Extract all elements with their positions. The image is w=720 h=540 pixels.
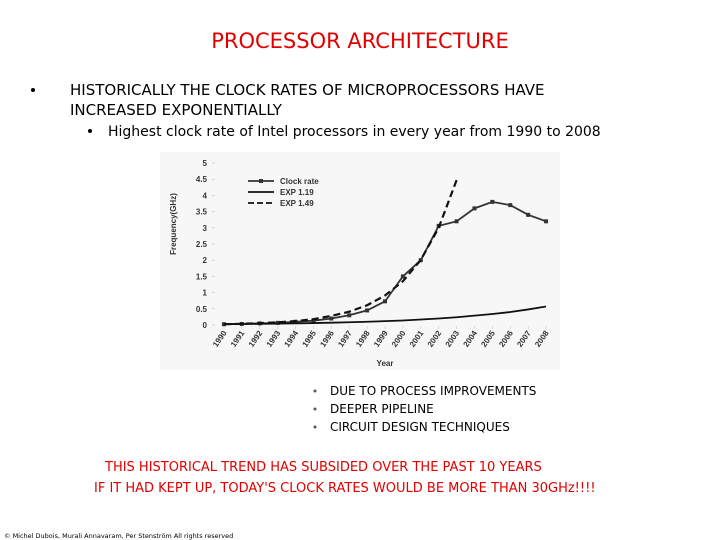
y-tick-label: 4.5 xyxy=(196,175,208,184)
slide-title: PROCESSOR ARCHITECTURE xyxy=(211,29,509,53)
series-line xyxy=(223,305,547,326)
point xyxy=(472,206,477,211)
y-tick-label: 5 xyxy=(203,159,208,168)
point xyxy=(418,258,423,263)
y-tick-label: 0 xyxy=(203,321,208,330)
bullet xyxy=(313,407,317,411)
y-tick-label: 1 xyxy=(203,289,208,298)
y-tick-label: 3 xyxy=(203,224,208,233)
sub-bullet: Highest clock rate of Intel processors i… xyxy=(108,124,601,140)
bullet-line: HISTORICALLY THE CLOCK RATES OF MICROPRO… xyxy=(70,81,545,99)
y-tick-label: 2.5 xyxy=(196,240,208,249)
y-tick-label: 2 xyxy=(203,256,208,265)
cause: CIRCUIT DESIGN TECHNIQUES xyxy=(330,420,510,434)
point xyxy=(526,212,531,217)
point xyxy=(454,219,459,224)
footer: © Michel Dubois, Murali Annavaram, Per S… xyxy=(4,532,233,540)
y-tick-label: 4 xyxy=(203,191,208,200)
conclusion: THIS HISTORICAL TREND HAS SUBSIDED OVER … xyxy=(104,460,542,475)
bullet-line: INCREASED EXPONENTIALLY xyxy=(70,101,283,119)
legend-label: EXP 1.49 xyxy=(280,199,314,208)
point xyxy=(347,313,352,318)
point xyxy=(365,308,370,313)
y-tick-label: 3.5 xyxy=(196,208,208,217)
chart-background xyxy=(160,152,560,370)
legend-label: Clock rate xyxy=(280,177,319,186)
point xyxy=(383,299,387,304)
y-axis-label: Frequency(GHz) xyxy=(169,193,178,255)
y-tick-label: 1.5 xyxy=(196,272,208,281)
cause: DUE TO PROCESS IMPROVEMENTS xyxy=(330,384,536,398)
point xyxy=(508,203,513,208)
point xyxy=(400,274,405,279)
legend-label: EXP 1.19 xyxy=(280,188,314,197)
x-axis-label: Year xyxy=(377,359,394,368)
bullet xyxy=(313,425,317,429)
cause: DEEPER PIPELINE xyxy=(330,402,434,416)
series-line xyxy=(223,179,458,326)
legend-marker xyxy=(259,179,263,183)
bullet xyxy=(88,129,92,133)
point xyxy=(544,219,549,224)
bullet xyxy=(31,88,35,92)
bullet xyxy=(313,389,317,393)
conclusion: IF IT HAD KEPT UP, TODAY'S CLOCK RATES W… xyxy=(94,481,596,496)
point xyxy=(311,318,316,323)
point xyxy=(490,199,495,204)
point xyxy=(329,316,334,321)
y-tick-label: 0.5 xyxy=(196,305,208,314)
causes: DUE TO PROCESS IMPROVEMENTS DEEPER PIPEL… xyxy=(313,384,536,434)
